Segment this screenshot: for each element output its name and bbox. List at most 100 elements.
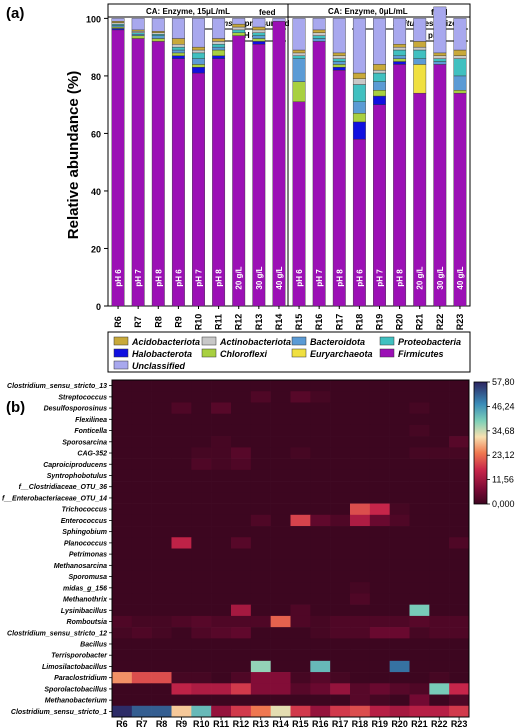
heatmap-cell	[112, 582, 133, 594]
heatmap-cell	[211, 627, 232, 639]
heatmap-cell	[171, 683, 192, 695]
heatmap-cell	[389, 514, 410, 527]
legend-swatch	[201, 336, 217, 346]
heatmap-cell	[409, 660, 430, 673]
heatmap-cell	[369, 593, 390, 605]
heatmap-cell	[290, 649, 311, 662]
bar-segment	[373, 18, 386, 65]
heatmap-cell	[191, 548, 212, 561]
heatmap-cell	[191, 660, 212, 673]
heatmap-cell	[429, 694, 450, 707]
bar-segment	[232, 32, 246, 36]
colorbar-tick-label: 46,24	[492, 401, 515, 411]
heatmap-cell	[330, 672, 351, 684]
y-axis-label: Relative abundance (%)	[65, 71, 82, 239]
heatmap-cell	[270, 492, 291, 504]
heatmap-cell	[350, 627, 371, 639]
heatmap-cell	[131, 537, 152, 549]
heatmap-cell	[310, 672, 331, 684]
heatmap-cell	[151, 570, 172, 583]
heatmap-cell	[231, 615, 252, 628]
heatmap-y-label: Clostridium_sensu_stricto_13	[7, 383, 107, 390]
legend-label: Bacteroidota	[310, 337, 365, 347]
heatmap-cell	[270, 447, 291, 459]
heatmap-y-label: Desulfosporosinus	[44, 406, 108, 413]
heatmap-cell	[231, 694, 252, 707]
heatmap-cell	[409, 514, 430, 527]
heatmap-cell	[112, 627, 133, 639]
heatmap-cell	[250, 436, 271, 448]
heatmap-cell	[409, 604, 430, 617]
heatmap-cell	[112, 413, 133, 426]
heatmap-cell	[409, 413, 430, 426]
heatmap-cell	[449, 672, 470, 684]
heatmap-cell	[250, 458, 271, 471]
bar-segment	[252, 38, 266, 42]
heatmap-cell	[171, 402, 192, 414]
heatmap-cell	[112, 672, 133, 684]
heatmap-cell	[330, 593, 351, 605]
heatmap-cell	[151, 492, 172, 504]
heatmap-cell	[191, 672, 212, 684]
heatmap-cell	[429, 380, 450, 392]
heatmap-cell	[231, 424, 252, 437]
heatmap-cell	[250, 514, 271, 527]
heatmap-cell	[231, 492, 252, 504]
bar-segment	[111, 25, 125, 28]
heatmap-y-label: Sporolactobacillus	[44, 686, 107, 693]
heatmap-cell	[151, 380, 172, 392]
heatmap-cell	[250, 469, 271, 482]
heatmap-cell	[250, 413, 271, 426]
heatmap-cell	[270, 649, 291, 662]
heatmap-cell	[171, 559, 192, 572]
heatmap-cell	[250, 615, 271, 628]
heatmap-cell	[369, 526, 390, 538]
bar-segment	[393, 49, 407, 56]
heatmap-cell	[429, 413, 450, 426]
heatmap-cell	[270, 458, 291, 471]
heatmap-cell	[151, 548, 172, 561]
heatmap-cell	[151, 694, 172, 707]
heatmap-cell	[350, 694, 371, 707]
heatmap-cell	[330, 548, 351, 561]
bar-inner-label: pH 8	[154, 269, 163, 287]
bar-segment	[111, 26, 125, 29]
heatmap-cell	[369, 627, 390, 639]
heatmap-cell	[429, 469, 450, 482]
heatmap-cell	[131, 503, 152, 516]
heatmap-cell	[151, 705, 172, 718]
heatmap-cell	[429, 604, 450, 617]
heatmap-cell	[270, 413, 291, 426]
heatmap-cell	[270, 514, 291, 527]
bar-segment	[352, 72, 366, 79]
bar-segment	[252, 26, 266, 31]
heatmap-cell	[171, 638, 192, 650]
heatmap-cell	[350, 391, 371, 403]
heatmap-cell	[231, 604, 252, 617]
heatmap-cell	[409, 694, 430, 707]
heatmap-cell	[310, 570, 331, 583]
bar-segment	[373, 90, 386, 97]
heatmap-cell	[112, 705, 133, 718]
heatmap-cell	[112, 638, 133, 650]
bar-segment	[131, 18, 145, 31]
heatmap-cell	[290, 469, 311, 482]
heatmap-y-axis: Clostridium_sensu_stricto_13 Streptococcu…	[2, 383, 112, 716]
heatmap-cell	[310, 627, 331, 639]
heatmap-cell	[429, 526, 450, 538]
heatmap-cell	[131, 593, 152, 605]
heatmap-cell	[330, 604, 351, 617]
x-tick-label: R14	[274, 314, 284, 331]
heatmap-cell	[369, 380, 390, 392]
bar-inner-label: pH 8	[396, 269, 405, 287]
heatmap-cell	[369, 638, 390, 650]
heatmap-x-label: R19	[371, 719, 388, 728]
legend-label: Proteobacteria	[398, 337, 461, 347]
legend-swatch	[113, 348, 129, 358]
heatmap-cell	[211, 683, 232, 695]
heatmap-cell	[191, 436, 212, 448]
heatmap-cell	[409, 436, 430, 448]
heatmap-cell	[171, 548, 192, 561]
bar-segment	[453, 18, 467, 51]
bar-segment	[413, 18, 427, 42]
